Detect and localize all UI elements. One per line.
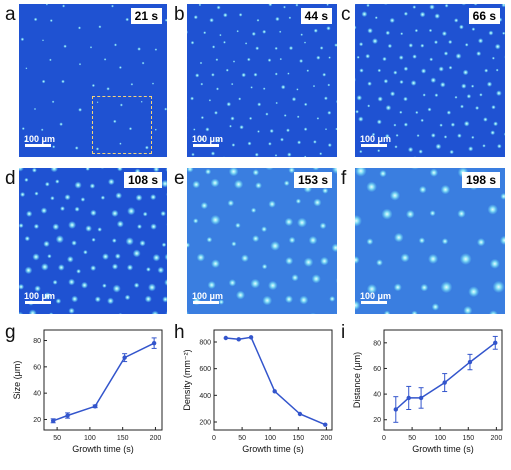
region-of-interest-box <box>92 96 152 154</box>
data-point <box>122 355 127 360</box>
x-axis-label: Growth time (s) <box>242 444 304 454</box>
panel-letter-a: a <box>5 4 16 25</box>
x-tick-label: 200 <box>491 435 503 442</box>
y-tick-label: 40 <box>373 392 381 399</box>
x-tick-label: 100 <box>84 435 96 442</box>
micrograph-texture <box>19 168 167 314</box>
series-line <box>395 342 496 411</box>
micrograph-e: 153 s 100 μm <box>187 168 337 314</box>
micrograph-texture <box>355 168 505 314</box>
chart-density: 0 50 100 150 200 200 400 600 800 Growth time (s) D… <box>182 329 333 454</box>
time-label: 44 s <box>300 8 332 24</box>
y-tick-label: 400 <box>199 393 211 400</box>
plot-frame <box>43 329 163 431</box>
data-point <box>467 359 473 365</box>
x-tick-label: 150 <box>292 435 304 442</box>
time-label: 21 s <box>130 8 162 24</box>
panel-letter-h: h <box>174 322 185 343</box>
panel-letter-f: f <box>341 168 347 189</box>
time-label: 66 s <box>468 8 500 24</box>
micrograph-c: 66 s 100 μm <box>355 4 505 157</box>
data-point <box>442 380 447 385</box>
x-tick-label: 50 <box>238 435 246 442</box>
scale-bar <box>361 144 387 147</box>
panel-letter-d: d <box>5 168 16 189</box>
data-point <box>493 340 498 346</box>
scale-bar <box>361 301 387 304</box>
y-tick-label: 60 <box>373 366 381 373</box>
data-point <box>223 335 228 341</box>
data-point <box>406 395 411 401</box>
y-tick-label: 800 <box>199 340 211 347</box>
panel-letter-c: c <box>341 4 351 25</box>
micrograph-b: 44 s 100 μm <box>187 4 337 157</box>
micrograph-texture <box>19 4 167 157</box>
scale-bar-label: 100 μm <box>24 291 56 301</box>
scale-bar-label: 100 μm <box>192 134 224 144</box>
scale-bar <box>193 301 219 304</box>
x-tick-label: 200 <box>150 435 162 442</box>
y-tick-label: 20 <box>33 417 41 424</box>
panel-letter-i: i <box>341 322 346 343</box>
y-tick-label: 80 <box>33 338 41 345</box>
x-tick-label: 150 <box>462 435 474 442</box>
scale-bar-label: 100 μm <box>24 134 56 144</box>
micrograph-d: 108 s 100 μm <box>19 168 167 314</box>
plot-frame <box>383 329 503 431</box>
x-tick-label: 200 <box>321 435 333 442</box>
y-axis-label: Distance (μm) <box>352 352 362 408</box>
data-point <box>272 389 277 394</box>
series-line <box>52 342 155 422</box>
x-tick-label: 0 <box>382 435 386 442</box>
x-tick-label: 100 <box>434 435 446 442</box>
y-axis-label: Density (mm⁻²) <box>182 349 192 410</box>
time-label: 108 s <box>123 172 162 188</box>
micrograph-texture <box>187 168 337 314</box>
y-tick-label: 600 <box>199 366 211 373</box>
data-point <box>151 340 157 346</box>
series-line <box>225 336 326 426</box>
panel-letter-g: g <box>5 322 16 343</box>
chart-distance: 0 50 100 150 200 20 40 60 80 Growth time (s) Dista… <box>352 329 503 454</box>
micrograph-texture <box>355 4 505 157</box>
panel-letter-e: e <box>174 168 185 189</box>
scale-bar-label: 100 μm <box>192 291 224 301</box>
micrograph-f: 198 s 100 μm <box>355 168 505 314</box>
micrograph-a: 21 s 100 μm <box>19 4 167 157</box>
data-point <box>323 422 328 427</box>
time-label: 198 s <box>461 172 500 188</box>
scale-bar-label: 100 μm <box>360 291 392 301</box>
x-axis-label: Growth time (s) <box>72 444 134 454</box>
panel-letter-b: b <box>174 4 185 25</box>
data-point <box>418 395 424 401</box>
y-axis-label: Size (μm) <box>12 361 22 400</box>
chart-size: 50 100 150 200 20 40 60 80 Growth time (s) Size (… <box>12 329 163 454</box>
x-tick-label: 150 <box>117 435 129 442</box>
scale-bar <box>25 301 51 304</box>
y-tick-label: 80 <box>373 340 381 347</box>
data-point <box>393 407 398 412</box>
x-tick-label: 0 <box>212 435 216 442</box>
data-point <box>92 404 98 409</box>
time-label: 153 s <box>293 172 332 188</box>
scale-bar <box>25 144 51 147</box>
data-point <box>297 411 303 417</box>
data-point <box>248 335 254 340</box>
plot-frame <box>213 329 333 431</box>
micrograph-texture <box>187 4 337 157</box>
x-tick-label: 50 <box>408 435 416 442</box>
y-tick-label: 40 <box>33 391 41 398</box>
scale-bar <box>193 144 219 147</box>
scale-bar-label: 100 μm <box>360 134 392 144</box>
x-tick-label: 100 <box>264 435 276 442</box>
x-tick-label: 50 <box>53 435 61 442</box>
data-point <box>236 337 241 342</box>
x-axis-label: Growth time (s) <box>412 444 474 454</box>
data-point <box>50 418 56 423</box>
data-point <box>65 413 70 418</box>
y-tick-label: 200 <box>199 420 211 427</box>
y-tick-label: 60 <box>33 364 41 371</box>
y-tick-label: 20 <box>373 417 381 424</box>
